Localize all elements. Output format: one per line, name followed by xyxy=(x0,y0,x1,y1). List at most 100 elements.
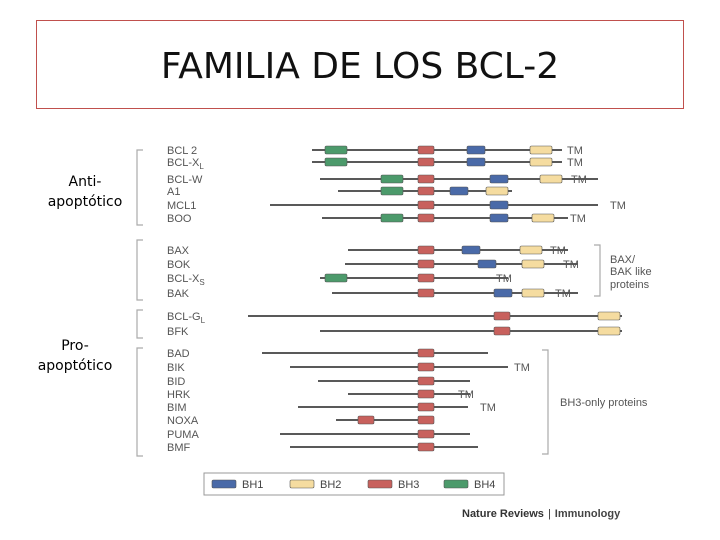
domain-bh3-noxa xyxy=(417,415,435,425)
right-bracket-bh3-only xyxy=(542,349,549,455)
domain-bh3-bik xyxy=(417,362,435,372)
left-bracket-3 xyxy=(136,309,143,339)
title-box xyxy=(36,20,684,109)
left-bracket-2 xyxy=(136,239,143,301)
domain-bh3-bim xyxy=(417,402,435,412)
domain-bh3-mcl1 xyxy=(417,200,435,210)
domain-bh1-bcl-x-l xyxy=(466,157,486,167)
legend-box xyxy=(203,472,505,496)
protein-name-bid: BID xyxy=(167,376,185,388)
group-label-bh3-only: BH3-only proteins xyxy=(560,397,648,409)
tm-label-bcl-w: TM xyxy=(571,174,587,186)
left-bracket-1 xyxy=(136,149,143,226)
legend-label-bh1: BH1 xyxy=(242,479,263,491)
domain-bh2-bcl-2 xyxy=(529,145,553,155)
credit-journal: Nature Reviews xyxy=(462,508,544,520)
domain-bh4-a1 xyxy=(380,186,404,196)
anti-apoptotic-label: Anti- apoptótico xyxy=(30,172,140,212)
legend-swatch-bh4 xyxy=(443,479,469,489)
protein-name-bcl-2: BCL 2 xyxy=(167,145,197,157)
anti-label-line2: apoptótico xyxy=(47,194,123,210)
domain-bh3-puma xyxy=(417,429,435,439)
protein-name-puma: PUMA xyxy=(167,429,199,441)
right-bracket-bax-bak xyxy=(594,244,601,297)
domain-bh2-bcl-x-l xyxy=(529,157,553,167)
tm-label-hrk: TM xyxy=(458,389,474,401)
legend-swatch-bh1 xyxy=(211,479,237,489)
domain-bh3-bfk xyxy=(493,326,511,336)
protein-name-a1: A1 xyxy=(167,186,180,198)
domain-bh3-bcl-x-l xyxy=(417,157,435,167)
domain-bh1-bax xyxy=(461,245,481,255)
pro-label-line1: Pro- xyxy=(61,338,89,354)
group-label-bax-bak-line3: proteins xyxy=(610,279,650,291)
group-label-bax-bak-line1: BAX/ xyxy=(610,254,636,266)
protein-name-hrk: HRK xyxy=(167,389,191,401)
protein-name-bok: BOK xyxy=(167,259,191,271)
tm-label-bcl-x-s: TM xyxy=(496,273,512,285)
protein-name-mcl1: MCL1 xyxy=(167,200,196,212)
domain-bh4-bcl-x-s xyxy=(324,273,348,283)
left-bracket-4 xyxy=(136,347,143,457)
domain-bh4-bcl-2 xyxy=(324,145,348,155)
domain-bh3-bid xyxy=(417,376,435,386)
protein-name-boo: BOO xyxy=(167,213,192,225)
legend-label-bh3: BH3 xyxy=(398,479,419,491)
domain-bh4-bcl-w xyxy=(380,174,404,184)
domain-bh3-bcl-2 xyxy=(417,145,435,155)
domain-bh4-boo xyxy=(380,213,404,223)
domain-bh3-bad xyxy=(417,348,435,358)
group-label-bax-bak-line2: BAK like xyxy=(610,266,652,278)
domain-bh4-bcl-x-l xyxy=(324,157,348,167)
protein-name-bik: BIK xyxy=(167,362,185,374)
domain-bh3-bok xyxy=(417,259,435,269)
tm-label-boo: TM xyxy=(570,213,586,225)
tm-label-bik: TM xyxy=(514,362,530,374)
credit-section: Immunology xyxy=(554,508,621,520)
domain-bh2-bak xyxy=(521,288,545,298)
domain-bh3-bak xyxy=(417,288,435,298)
domain-bh3-boo xyxy=(417,213,435,223)
legend-label-bh4: BH4 xyxy=(474,479,495,491)
protein-name-bmf: BMF xyxy=(167,442,191,454)
domain-bh2-bcl-w xyxy=(539,174,563,184)
protein-name-bfk: BFK xyxy=(167,326,189,338)
domain-bh3-bcl-w xyxy=(417,174,435,184)
domain-bh3-hrk xyxy=(417,389,435,399)
domain-bh2-bax xyxy=(519,245,543,255)
protein-name-bak: BAK xyxy=(167,288,190,300)
domain-bh3-bcl-g-l xyxy=(493,311,511,321)
tm-label-bim: TM xyxy=(480,402,496,414)
protein-name-bim: BIM xyxy=(167,402,187,414)
tm-label-mcl1: TM xyxy=(610,200,626,212)
domain-bh3-bcl-x-s xyxy=(417,273,435,283)
domain-bh3-bax xyxy=(417,245,435,255)
domain-bh1-a1 xyxy=(449,186,469,196)
domain-bh1-boo xyxy=(489,213,509,223)
anti-label-line1: Anti- xyxy=(68,174,102,190)
page-title: FAMILIA DE LOS BCL-2 xyxy=(160,46,560,87)
domain-bh2-bcl-g-l xyxy=(597,311,621,321)
domain-bh1-bak xyxy=(493,288,513,298)
tm-label-bok: TM xyxy=(563,259,579,271)
domain-bh3-a1 xyxy=(417,186,435,196)
protein-name-bcl-w: BCL-W xyxy=(167,174,203,186)
domain-bh2-boo xyxy=(531,213,555,223)
legend-label-bh2: BH2 xyxy=(320,479,341,491)
domain-bh3-noxa xyxy=(357,415,375,425)
tm-label-bax: TM xyxy=(550,245,566,257)
protein-name-bcl-x-s: BCL-XS xyxy=(167,273,205,287)
figure-credit: Nature Reviews | Immunology xyxy=(462,508,620,520)
pro-apoptotic-label: Pro- apoptótico xyxy=(20,336,130,376)
domain-bh1-bok xyxy=(477,259,497,269)
credit-separator: | xyxy=(547,508,551,520)
legend-swatch-bh2 xyxy=(289,479,315,489)
tm-label-bak: TM xyxy=(555,288,571,300)
protein-name-bcl-x-l: BCL-XL xyxy=(167,157,204,171)
tm-label-bcl-2: TM xyxy=(567,145,583,157)
protein-name-bcl-g-l: BCL-GL xyxy=(167,311,206,325)
domain-bh2-a1 xyxy=(485,186,509,196)
protein-name-noxa: NOXA xyxy=(167,415,199,427)
domain-bh1-bcl-w xyxy=(489,174,509,184)
